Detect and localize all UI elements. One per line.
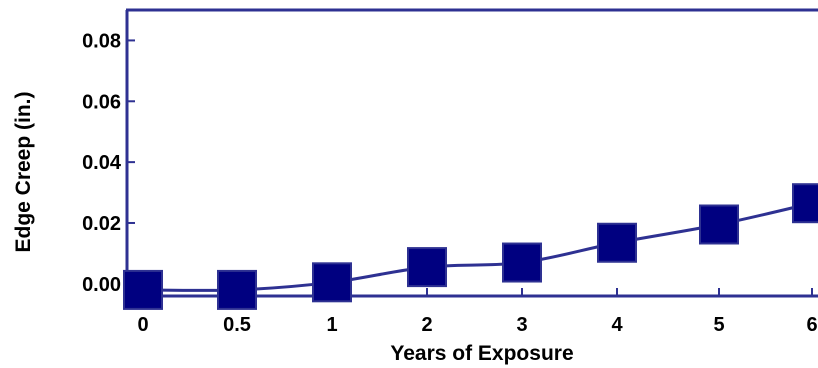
data-point-marker [123, 269, 163, 310]
x-tick-label: 6 [806, 314, 817, 336]
x-tick-label: 0.5 [223, 314, 251, 336]
y-axis-ticks: 0.00 0.02 0.04 0.06 0.08 [82, 30, 135, 296]
data-point-marker [597, 222, 637, 263]
x-tick-label: 5 [713, 314, 724, 336]
data-point-marker [502, 242, 542, 283]
y-tick-label: 0.04 [82, 152, 122, 174]
y-tick-label: 0.02 [82, 213, 121, 235]
data-point-marker [217, 269, 257, 310]
x-tick-label: 3 [516, 314, 527, 336]
y-tick-label: 0.06 [82, 91, 121, 113]
x-tick-label: 1 [326, 314, 337, 336]
y-axis-title: Edge Creep (in.) [12, 91, 35, 252]
data-point-marker [312, 262, 352, 303]
data-point-marker [407, 247, 447, 288]
x-tick-label: 2 [421, 314, 432, 336]
y-tick-label: 0.08 [82, 30, 121, 52]
data-point-marker [699, 204, 739, 245]
y-tick-label: 0.00 [82, 274, 121, 296]
plot-area [125, 8, 818, 298]
x-tick-label: 0 [137, 314, 148, 336]
data-point-marker [792, 183, 818, 224]
x-axis-title: Years of Exposure [390, 342, 573, 365]
series-layer [123, 183, 818, 310]
x-tick-label: 4 [611, 314, 623, 336]
x-axis-ticks: 0 0.5 1 2 3 4 5 6 [137, 288, 818, 336]
